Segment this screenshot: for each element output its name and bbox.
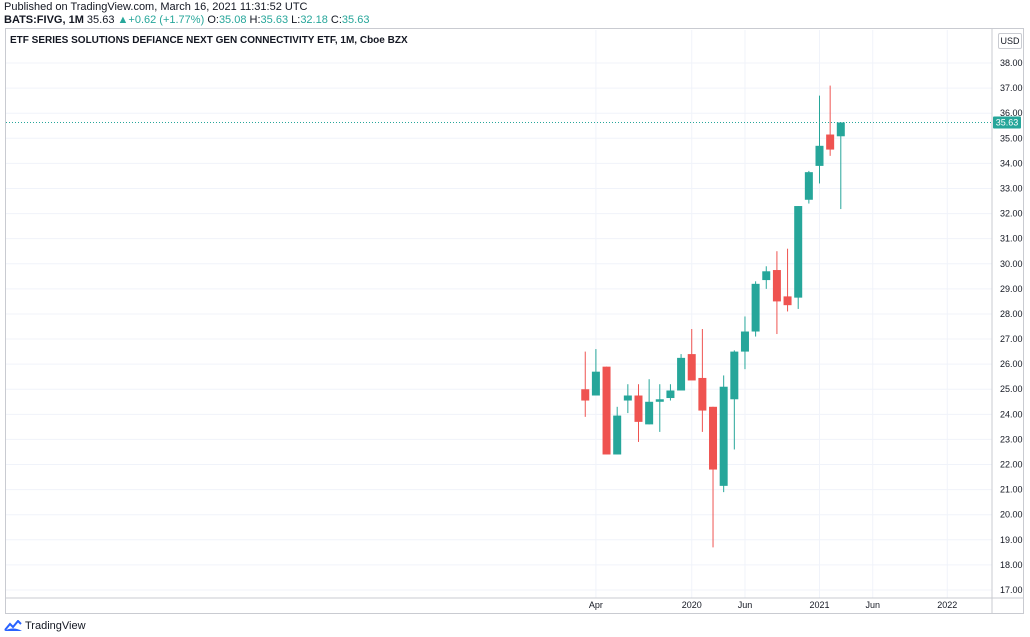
y-tick-label: 36.00 bbox=[1000, 108, 1023, 118]
candle-body bbox=[581, 389, 590, 401]
x-tick-label: 2021 bbox=[809, 600, 829, 610]
price-change: +0.62 (+1.77%) bbox=[128, 14, 205, 26]
x-tick-label: 2020 bbox=[682, 600, 702, 610]
candle-body bbox=[602, 366, 611, 455]
close-value: 35.63 bbox=[341, 14, 370, 26]
candle-body bbox=[772, 270, 781, 302]
published-notice: Published on TradingView.com, March 16, … bbox=[4, 1, 308, 13]
candle-body bbox=[783, 296, 792, 306]
candle-body bbox=[719, 386, 728, 486]
last-price: 35.63 bbox=[86, 14, 115, 26]
x-tick-label: 2022 bbox=[937, 600, 957, 610]
footer-brand[interactable]: TradingView bbox=[4, 618, 86, 634]
candle-body bbox=[740, 331, 749, 352]
y-tick-label: 29.00 bbox=[1000, 284, 1023, 294]
candle-body bbox=[815, 145, 824, 166]
candle-body bbox=[677, 357, 686, 391]
y-tick-label: 26.00 bbox=[1000, 359, 1023, 369]
y-tick-label: 25.00 bbox=[1000, 384, 1023, 394]
y-tick-label: 33.00 bbox=[1000, 183, 1023, 193]
y-tick-label: 19.00 bbox=[1000, 535, 1023, 545]
brand-label: TradingView bbox=[25, 620, 86, 632]
y-tick-label: 38.00 bbox=[1000, 58, 1023, 68]
y-tick-label: 21.00 bbox=[1000, 485, 1023, 495]
candle-body bbox=[826, 134, 835, 150]
y-tick-label: 18.00 bbox=[1000, 560, 1023, 570]
x-tick-label: Jun bbox=[865, 600, 880, 610]
high-value: 35.63 bbox=[260, 14, 289, 26]
y-tick-label: 34.00 bbox=[1000, 158, 1023, 168]
up-arrow-icon: ▲ bbox=[117, 14, 129, 26]
y-tick-label: 27.00 bbox=[1000, 334, 1023, 344]
open-label: O: bbox=[207, 14, 219, 26]
candle-body bbox=[698, 377, 707, 411]
low-label: L: bbox=[291, 14, 301, 26]
candle-body bbox=[836, 122, 845, 137]
y-tick-label: 30.00 bbox=[1000, 259, 1023, 269]
y-tick-label: 28.00 bbox=[1000, 309, 1023, 319]
currency-button[interactable]: USD bbox=[998, 33, 1022, 49]
y-tick-label: 22.00 bbox=[1000, 460, 1023, 470]
x-tick-label: Apr bbox=[589, 600, 603, 610]
candle-body bbox=[613, 415, 622, 455]
candle-body bbox=[730, 351, 739, 400]
candle-body bbox=[687, 354, 696, 381]
y-tick-label: 17.00 bbox=[1000, 585, 1023, 595]
candle-body bbox=[762, 271, 771, 281]
quote-line: BATS:FIVG, 1M 35.63 ▲+0.62 (+1.77%) O:35… bbox=[4, 14, 369, 26]
candle-body bbox=[655, 399, 664, 402]
candle-body bbox=[804, 172, 813, 200]
y-tick-label: 24.00 bbox=[1000, 409, 1023, 419]
candle-body bbox=[623, 395, 632, 401]
candle-body bbox=[634, 395, 643, 422]
y-tick-label: 32.00 bbox=[1000, 209, 1023, 219]
chart-title: ETF SERIES SOLUTIONS DEFIANCE NEXT GEN C… bbox=[10, 35, 408, 46]
candle-body bbox=[751, 283, 760, 332]
candle-body bbox=[591, 371, 600, 396]
low-value: 32.18 bbox=[300, 14, 328, 26]
y-tick-label: 20.00 bbox=[1000, 510, 1023, 520]
y-tick-label: 35.00 bbox=[1000, 133, 1023, 143]
candle-body bbox=[709, 406, 718, 470]
last-price-tag-label: 35.63 bbox=[996, 117, 1019, 127]
y-tick-label: 37.00 bbox=[1000, 83, 1023, 93]
high-label: H: bbox=[249, 14, 261, 26]
last-price-tag bbox=[993, 116, 1021, 129]
open-value: 35.08 bbox=[218, 14, 247, 26]
chart-frame bbox=[5, 28, 1024, 614]
candle-body bbox=[666, 390, 675, 399]
tradingview-logo-icon bbox=[4, 620, 22, 631]
y-tick-label: 31.00 bbox=[1000, 234, 1023, 244]
y-tick-label: 23.00 bbox=[1000, 434, 1023, 444]
candle-body bbox=[645, 401, 654, 425]
x-tick-label: Jun bbox=[738, 600, 753, 610]
candle-body bbox=[794, 206, 803, 298]
symbol-label: BATS:FIVG, 1M bbox=[4, 14, 84, 26]
close-label: C: bbox=[330, 14, 342, 26]
